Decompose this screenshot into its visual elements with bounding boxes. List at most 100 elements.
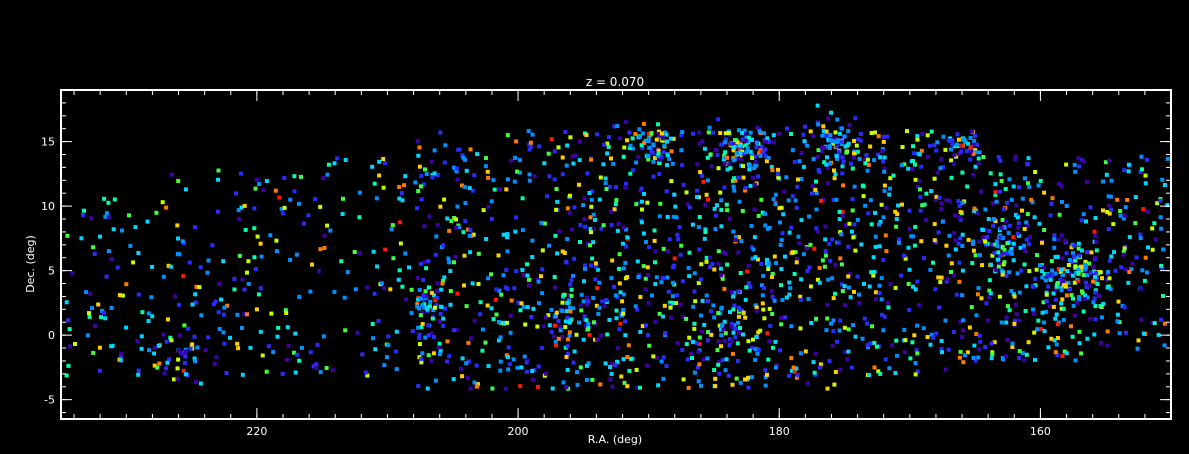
galaxy-point xyxy=(639,199,644,204)
galaxy-point xyxy=(1071,296,1075,301)
galaxy-point xyxy=(685,202,690,207)
galaxy-point xyxy=(365,373,370,378)
galaxy-point xyxy=(687,335,692,340)
galaxy-point xyxy=(1083,266,1088,271)
galaxy-point xyxy=(505,235,510,240)
galaxy-point xyxy=(719,333,724,338)
galaxy-point xyxy=(960,170,965,175)
galaxy-point xyxy=(671,136,676,141)
galaxy-point xyxy=(882,188,887,193)
galaxy-point xyxy=(919,164,924,169)
galaxy-point xyxy=(1032,215,1037,220)
galaxy-point xyxy=(422,260,427,265)
galaxy-point xyxy=(756,213,761,218)
galaxy-point xyxy=(919,148,924,153)
galaxy-point xyxy=(759,197,764,202)
galaxy-point xyxy=(560,334,565,339)
galaxy-point xyxy=(518,170,522,175)
galaxy-point xyxy=(744,285,749,290)
galaxy-point xyxy=(454,169,459,174)
galaxy-point xyxy=(746,139,751,144)
galaxy-point xyxy=(1009,246,1014,251)
galaxy-point xyxy=(1029,197,1034,202)
galaxy-point xyxy=(826,277,831,282)
galaxy-point xyxy=(839,262,844,267)
galaxy-point xyxy=(877,291,882,295)
galaxy-point xyxy=(833,130,838,135)
galaxy-point xyxy=(637,127,642,132)
galaxy-point xyxy=(1143,181,1148,186)
galaxy-point xyxy=(798,294,803,299)
x-tick-label: 200 xyxy=(508,425,529,438)
galaxy-point xyxy=(943,147,948,152)
galaxy-point xyxy=(277,195,282,200)
galaxy-point xyxy=(731,184,736,189)
galaxy-point xyxy=(608,209,613,214)
galaxy-point xyxy=(665,153,670,158)
galaxy-point xyxy=(463,219,468,224)
galaxy-point xyxy=(188,346,193,351)
galaxy-point xyxy=(812,370,817,375)
galaxy-point xyxy=(460,374,465,379)
galaxy-point xyxy=(193,300,198,305)
galaxy-point xyxy=(709,309,713,314)
galaxy-point xyxy=(589,263,593,268)
galaxy-point xyxy=(589,157,593,162)
galaxy-point xyxy=(680,130,685,134)
galaxy-point xyxy=(468,250,473,255)
galaxy-point xyxy=(735,151,740,155)
galaxy-point xyxy=(441,324,446,328)
galaxy-point xyxy=(759,261,764,266)
galaxy-point xyxy=(579,308,584,313)
galaxy-point xyxy=(741,152,746,157)
galaxy-point xyxy=(731,178,735,183)
galaxy-point xyxy=(1122,213,1127,218)
galaxy-point xyxy=(749,223,754,228)
galaxy-point xyxy=(817,266,822,270)
galaxy-point xyxy=(440,281,445,286)
galaxy-point xyxy=(976,161,981,166)
galaxy-point xyxy=(763,368,768,373)
galaxy-point xyxy=(787,292,792,297)
galaxy-point xyxy=(381,157,386,161)
galaxy-point xyxy=(661,150,666,154)
galaxy-point xyxy=(335,156,340,161)
galaxy-point xyxy=(761,150,766,155)
galaxy-point xyxy=(583,323,588,328)
galaxy-point xyxy=(602,142,607,147)
galaxy-point xyxy=(505,249,510,254)
galaxy-point xyxy=(568,318,573,323)
galaxy-point xyxy=(690,222,695,227)
galaxy-point xyxy=(726,130,731,135)
galaxy-point xyxy=(1079,248,1084,253)
galaxy-point xyxy=(310,262,314,267)
galaxy-point xyxy=(1134,255,1139,260)
galaxy-point xyxy=(784,295,789,300)
galaxy-point xyxy=(1119,265,1124,270)
galaxy-point xyxy=(763,383,768,388)
galaxy-point xyxy=(1046,345,1051,350)
galaxy-point xyxy=(620,299,625,304)
galaxy-point xyxy=(810,191,814,196)
galaxy-point xyxy=(1083,259,1088,264)
galaxy-point xyxy=(804,246,809,251)
galaxy-point xyxy=(1044,292,1049,297)
galaxy-point xyxy=(1106,269,1111,274)
galaxy-point xyxy=(418,313,423,318)
galaxy-point xyxy=(609,222,614,227)
galaxy-point xyxy=(486,204,491,209)
galaxy-point xyxy=(799,177,804,181)
galaxy-point xyxy=(423,167,427,172)
galaxy-point xyxy=(422,305,427,310)
galaxy-point xyxy=(1087,261,1092,266)
galaxy-point xyxy=(1088,205,1093,210)
galaxy-point xyxy=(493,297,498,302)
galaxy-point xyxy=(443,306,447,311)
galaxy-point xyxy=(505,177,510,182)
galaxy-point xyxy=(152,351,157,356)
galaxy-point xyxy=(424,172,429,176)
galaxy-point xyxy=(736,320,740,325)
galaxy-point xyxy=(661,246,666,251)
galaxy-point xyxy=(945,277,950,282)
galaxy-point xyxy=(1121,252,1126,257)
